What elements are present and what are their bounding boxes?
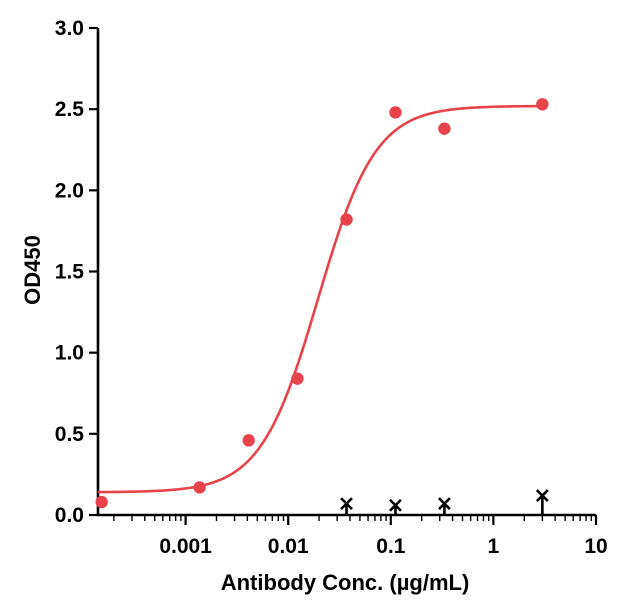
y-tick-label: 0.0 [55,504,84,527]
data-point-circle [438,122,451,135]
y-tick-label: 1.0 [55,342,84,365]
y-axis: 0.0 0.5 1.0 1.5 2.0 2.5 3.0 [55,17,100,527]
y-tick-label: 1.5 [55,261,85,284]
x-tick-label: 1 [488,535,500,558]
x-axis-label: Antibody Conc. (µg/mL) [221,570,470,595]
data-point-circle [340,213,353,226]
data-point-cross [437,497,451,515]
data-points [95,98,549,515]
y-tick-label: 0.5 [55,423,85,446]
x-tick-label: 0.01 [268,535,309,558]
data-point-cross [389,498,402,515]
x-tick-label: 10 [584,535,607,558]
data-point-circle [291,372,304,385]
x-axis: 0.001 0.01 0.1 1 10 [96,513,608,558]
y-tick-label: 2.0 [55,179,84,202]
fit-curve [97,104,543,494]
data-point-cross [535,489,549,515]
y-tick-label: 3.0 [55,17,84,40]
data-point-circle [95,495,108,509]
data-point-circle [389,106,402,119]
data-point-circle [242,434,255,447]
data-point-circle [536,98,549,111]
data-point-cross [340,497,353,515]
y-tick-label: 2.5 [55,98,85,121]
data-point-circle [193,481,206,494]
x-tick-label: 0.1 [376,535,406,558]
y-axis-label: OD450 [20,235,45,305]
x-tick-label: 0.001 [159,535,212,558]
